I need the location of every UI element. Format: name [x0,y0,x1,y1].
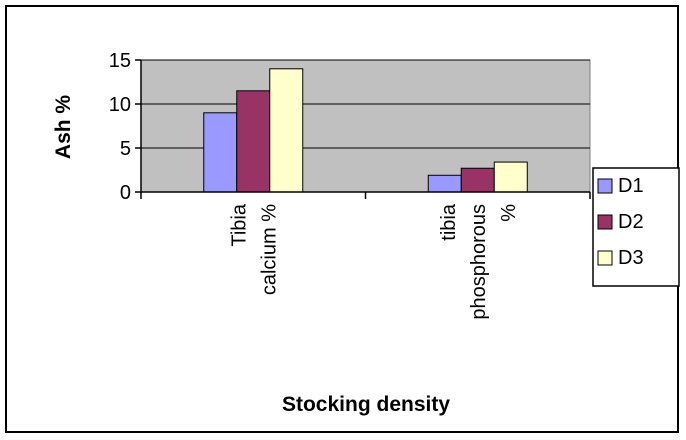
y-tick-label: 5 [120,138,131,160]
x-category-label-line: tibia [438,203,460,241]
bar-d1-1 [427,174,462,193]
x-category-label: tibia phosphorous% [438,203,520,320]
x-category-label-line: calcium % [258,204,280,295]
y-tick-label: 0 [120,182,131,204]
legend-label-d1: D1 [618,175,644,197]
x-axis-title: Stocking density [282,393,450,416]
bar-d3-0 [269,68,304,193]
legend-swatch-d1 [597,178,613,194]
bar-d2-0 [236,90,271,193]
x-category-label-line: % [498,204,520,222]
y-tick-label: 15 [109,50,131,72]
legend-label-d3: D3 [618,247,644,269]
x-category-label-line: Tibia [228,203,250,246]
legend: D1 D2 D3 [592,167,680,287]
x-category-label-line: phosphorous [468,204,490,320]
legend-swatch-d3 [597,250,613,266]
y-axis-title: Ash % [52,95,75,160]
legend-swatch-d2 [597,214,613,230]
bar-d1-0 [203,112,238,193]
bar-d2-1 [460,167,495,193]
bar-d3-1 [493,161,528,193]
legend-label-d2: D2 [618,211,644,233]
y-tick-label: 10 [109,94,131,116]
x-category-label: Tibia calcium % [228,203,280,295]
